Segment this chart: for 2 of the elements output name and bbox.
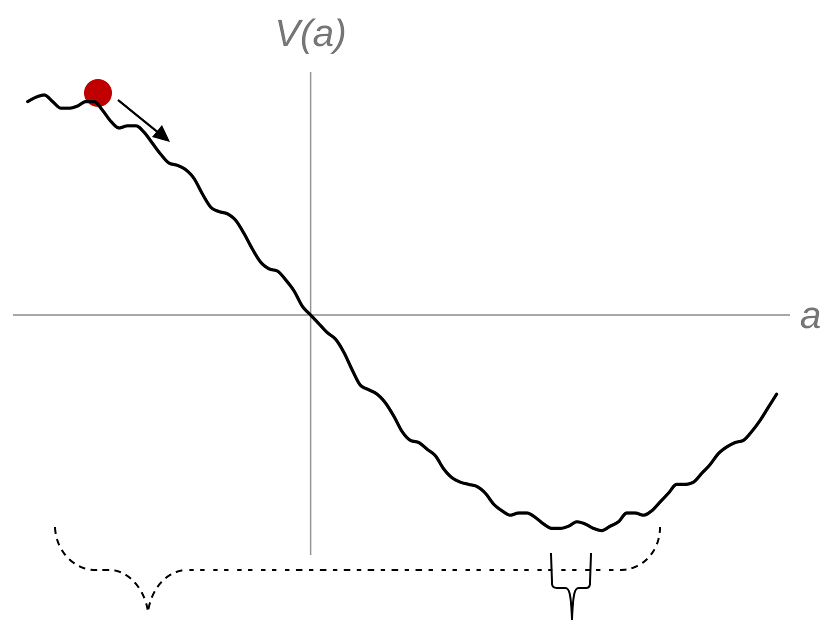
- x-axis-title: a: [800, 295, 822, 337]
- y-axis-title: V(a): [274, 13, 347, 55]
